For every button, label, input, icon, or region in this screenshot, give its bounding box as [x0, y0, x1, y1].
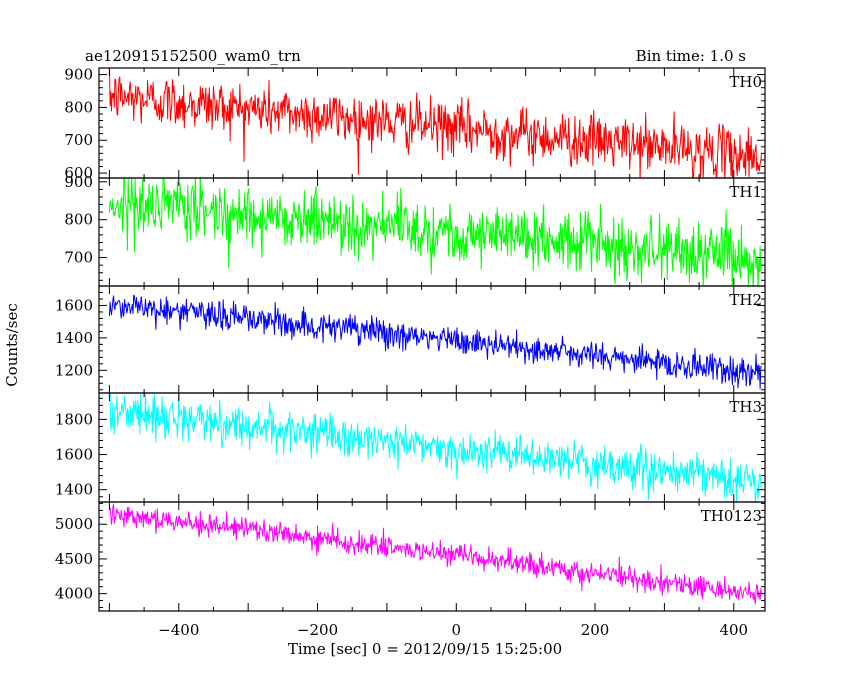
- y-tick-label: 5000: [55, 515, 93, 533]
- panel-frame: [98, 67, 766, 179]
- y-tick-label: 800: [64, 211, 93, 229]
- chart-title: ae120915152500_wam0_trn: [85, 47, 301, 65]
- series-label-th2: TH2: [729, 291, 762, 309]
- x-tick-label: 0: [452, 621, 462, 639]
- y-tick-label: 1400: [55, 329, 93, 347]
- series-label-th1: TH1: [729, 183, 762, 201]
- panel-frame: [98, 177, 766, 287]
- y-tick-label: 800: [64, 98, 93, 116]
- y-tick-label: 600: [64, 164, 93, 182]
- panel-th0123: 4000 4500 5000 TH0123: [55, 501, 766, 612]
- y-axis-label: Counts/sec: [3, 303, 21, 387]
- y-tick-label: 700: [64, 249, 93, 267]
- y-tick-label: 1400: [55, 481, 93, 499]
- y-tick-label: 900: [64, 173, 93, 191]
- panels-group: 600 700 800 900 TH0 700 800 900 TH1 1200 1400 1600 T…: [55, 66, 766, 612]
- x-tick-label: −200: [297, 621, 338, 639]
- panel-th3: 1400 1600 1800 TH3: [55, 392, 766, 503]
- y-tick-label: 4500: [55, 550, 93, 568]
- x-axis-label: Time [sec] 0 = 2012/09/15 15:25:00: [288, 640, 562, 658]
- series-line-th0: [109, 68, 763, 178]
- y-tick-label: 1600: [55, 446, 93, 464]
- series-label-th0: TH0: [729, 73, 762, 91]
- bin-time-label: Bin time: 1.0 s: [636, 47, 746, 65]
- y-tick-label: 4000: [55, 585, 93, 603]
- series-line-th1: [108, 178, 763, 286]
- panel-frame: [98, 285, 766, 394]
- series-line-th0123: [108, 503, 763, 605]
- y-tick-label: 700: [64, 131, 93, 149]
- panel-frame: [98, 501, 766, 612]
- x-tick-label: 400: [719, 621, 748, 639]
- x-axis: −400 −200 0 200 400: [158, 621, 748, 639]
- panel-th2: 1200 1400 1600 TH2: [55, 285, 766, 394]
- x-tick-label: −400: [158, 621, 199, 639]
- series-label-th3: TH3: [729, 398, 762, 416]
- series-line-th2: [108, 294, 762, 390]
- x-tick-label: 200: [581, 621, 610, 639]
- panel-th0: 600 700 800 900 TH0: [64, 66, 766, 182]
- panel-th1: 700 800 900 TH1: [64, 173, 766, 287]
- y-tick-label: 1600: [55, 296, 93, 314]
- series-line-th3: [108, 393, 763, 502]
- y-tick-label: 1200: [55, 361, 93, 379]
- y-tick-label: 900: [64, 66, 93, 84]
- series-label-th0123: TH0123: [701, 507, 762, 525]
- y-tick-label: 1800: [55, 410, 93, 428]
